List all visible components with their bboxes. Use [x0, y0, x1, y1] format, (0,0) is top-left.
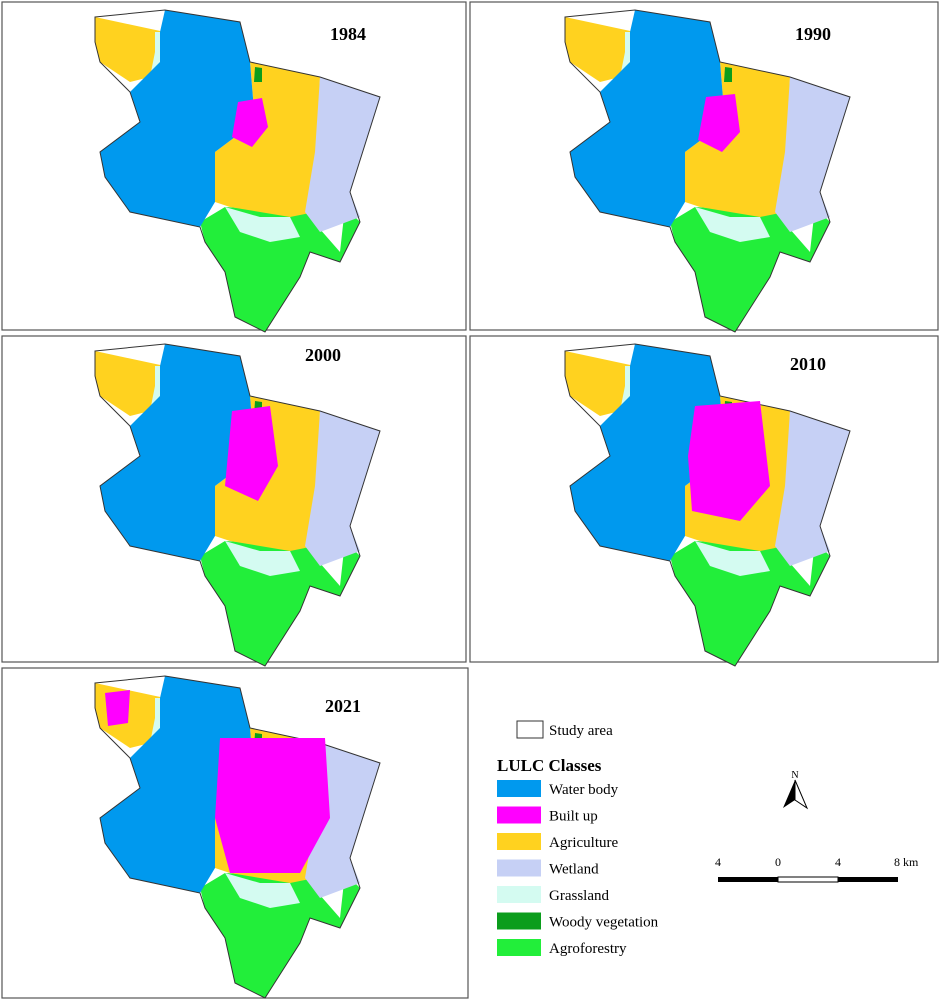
scale-label: 8 km: [894, 855, 919, 869]
legend-label: Wetland: [549, 862, 599, 878]
map: [94, 343, 381, 667]
scale-bar: [718, 877, 778, 882]
year-label: 2000: [305, 345, 341, 365]
map: [564, 343, 851, 667]
legend-swatch: [497, 886, 541, 903]
scale-bar: [838, 877, 898, 882]
legend-swatch: [497, 912, 541, 930]
land-cover-area: [698, 94, 740, 152]
scale-label: 0: [775, 855, 781, 869]
legend-label: Woody vegetation: [549, 915, 659, 931]
land-cover-area: [688, 401, 770, 521]
land-cover-area: [225, 406, 278, 501]
legend-swatch: [497, 859, 541, 877]
land-cover-area: [215, 738, 330, 873]
legend-label: Water body: [549, 782, 619, 798]
year-label: 2021: [325, 696, 361, 716]
legend-label: Study area: [549, 723, 613, 739]
legend-label: Agriculture: [549, 835, 618, 851]
land-cover-area: [105, 690, 130, 726]
legend-swatch: [497, 939, 541, 956]
year-label: 2010: [790, 354, 826, 374]
year-label: 1984: [330, 24, 366, 44]
north-label: N: [791, 770, 798, 781]
legend-label: Built up: [549, 809, 598, 825]
legend-swatch: [497, 806, 541, 824]
north-arrow: [794, 779, 809, 810]
legend-label: Agroforestry: [549, 941, 627, 957]
legend-title: LULC Classes: [497, 756, 602, 775]
scale-label: 4: [835, 855, 841, 869]
year-label: 1990: [795, 24, 831, 44]
map: [94, 9, 381, 333]
legend-swatch: [497, 833, 541, 850]
study-area-swatch: [516, 720, 544, 739]
legend-label: Grassland: [549, 888, 609, 904]
legend-swatch: [497, 780, 541, 797]
scale-label: 4: [715, 855, 721, 869]
map: [564, 9, 851, 333]
map: [94, 675, 381, 999]
scale-bar: [777, 876, 839, 883]
land-cover-area: [232, 98, 268, 147]
